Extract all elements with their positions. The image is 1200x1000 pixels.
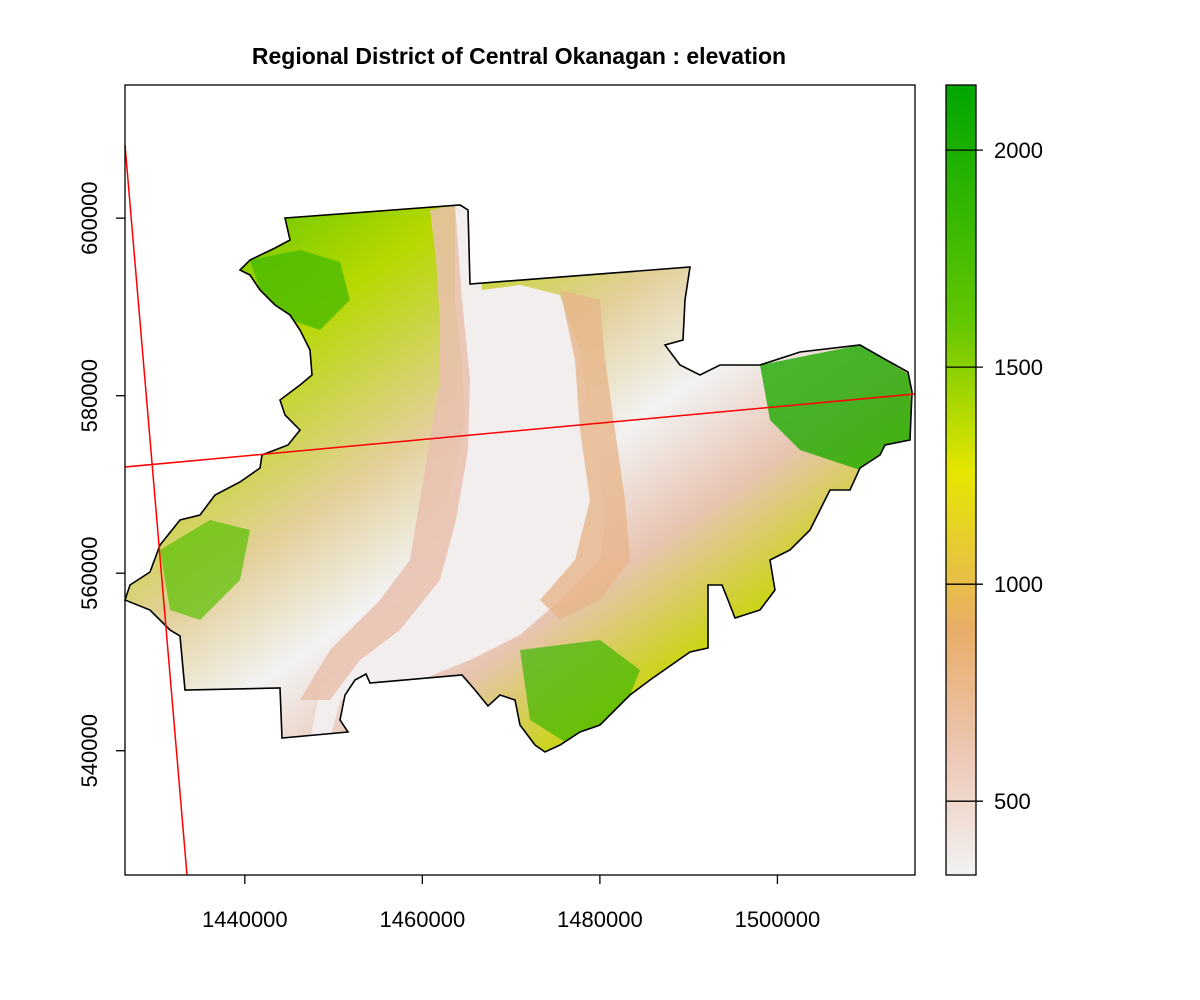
high-terrain-southwest [160,520,250,620]
x-tick-label: 1460000 [380,907,466,932]
legend-tick-label: 500 [994,789,1031,814]
legend-tick-label: 1000 [994,572,1043,597]
y-tick-label: 580000 [77,359,102,432]
x-axis: 1440000 1460000 1480000 1500000 [202,875,820,932]
y-axis: 540000 560000 580000 600000 [77,181,125,787]
high-terrain-east [760,345,912,470]
x-tick-label: 1440000 [202,907,288,932]
red-reference-lines [124,144,916,876]
red-line-diagonal [124,144,188,876]
high-terrain-northwest [250,250,350,330]
east-slopes [540,290,630,620]
legend-axis: 500 1000 1500 2000 [946,138,1043,814]
x-tick-label: 1480000 [557,907,643,932]
y-tick-label: 540000 [77,714,102,787]
y-tick-label: 560000 [77,536,102,609]
valley-slopes [300,205,470,700]
x-tick-label: 1500000 [735,907,821,932]
legend-tick-label: 1500 [994,355,1043,380]
map-frame [124,84,916,876]
legend-tick-label: 2000 [994,138,1043,163]
map-title: Regional District of Central Okanagan : … [252,43,786,69]
red-line-horizontal [124,393,916,468]
legend-colorbar [945,84,977,876]
y-tick-label: 600000 [77,181,102,254]
